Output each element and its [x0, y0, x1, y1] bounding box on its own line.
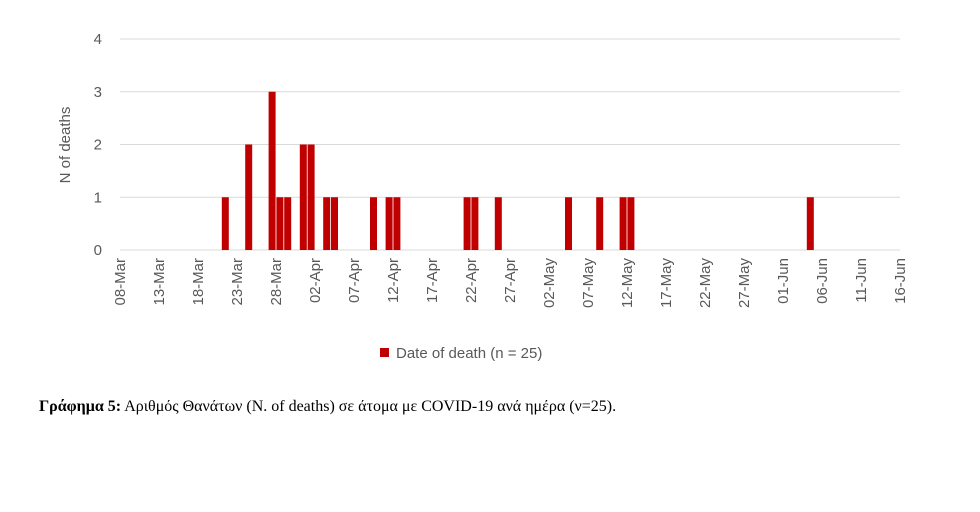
- x-tick-label: 27-May: [736, 258, 753, 309]
- legend-label: Date of death (n = 25): [396, 345, 542, 362]
- bar: [323, 197, 331, 250]
- x-tick-label: 22-Apr: [463, 258, 480, 303]
- bar: [619, 197, 627, 250]
- x-tick-label: 28-Mar: [268, 258, 285, 306]
- x-tick-label: 01-Jun: [775, 258, 792, 304]
- bar: [806, 197, 814, 250]
- bar: [385, 197, 393, 250]
- x-tick-label: 06-Jun: [814, 258, 831, 304]
- x-tick-label: 13-Mar: [151, 258, 168, 306]
- figure-caption: Γράφημα 5: Αριθμός Θανάτων (N. of deaths…: [39, 398, 616, 416]
- y-axis-label: N of deaths: [57, 107, 74, 184]
- x-axis-ticks: 08-Mar 13-Mar 18-Mar 23-Mar 28-Mar 02-Apr 07-A…: [112, 258, 909, 309]
- gridlines: [120, 38, 900, 251]
- bar-chart: 0 1 2 3 4 N of deaths 08-Mar 13-Mar 18-Mar 23-M…: [57, 31, 909, 362]
- x-tick-label: 02-Apr: [307, 258, 324, 303]
- x-tick-label: 22-May: [697, 258, 714, 309]
- x-tick-label: 11-Jun: [853, 258, 870, 303]
- y-tick-label: 4: [94, 31, 102, 48]
- bar: [471, 197, 479, 250]
- x-tick-label: 27-Apr: [502, 258, 519, 303]
- y-tick-label: 1: [94, 189, 102, 206]
- caption-text: Αριθμός Θανάτων (N. of deaths) σε άτομα …: [121, 398, 617, 415]
- x-tick-label: 07-Apr: [346, 258, 363, 303]
- bar: [331, 197, 338, 250]
- bar: [494, 197, 502, 250]
- x-tick-label: 08-Mar: [112, 258, 129, 306]
- x-tick-label: 17-Apr: [424, 258, 441, 303]
- x-tick-label: 12-May: [619, 258, 636, 309]
- bar: [627, 197, 635, 250]
- bar: [565, 197, 572, 250]
- y-tick-label: 3: [94, 84, 102, 101]
- x-tick-label: 07-May: [580, 258, 597, 309]
- x-tick-label: 12-Apr: [385, 258, 402, 303]
- y-tick-label: 2: [94, 137, 102, 154]
- x-tick-label: 18-Mar: [190, 258, 207, 306]
- bar: [596, 197, 604, 250]
- bar: [307, 144, 315, 250]
- bar: [221, 197, 229, 250]
- legend: Date of death (n = 25): [380, 345, 542, 362]
- bars: [221, 91, 814, 250]
- bar: [268, 91, 276, 250]
- x-tick-label: 17-May: [658, 258, 675, 309]
- legend-swatch: [380, 348, 389, 357]
- x-tick-label: 16-Jun: [892, 258, 909, 304]
- bar: [463, 197, 471, 250]
- bar: [276, 197, 284, 250]
- y-axis-ticks: 0 1 2 3 4: [94, 31, 102, 259]
- bar: [370, 197, 377, 250]
- x-tick-label: 23-Mar: [229, 258, 246, 306]
- bar: [299, 144, 307, 250]
- bar: [393, 197, 401, 250]
- caption-label: Γράφημα 5:: [39, 398, 122, 415]
- bar: [245, 144, 253, 250]
- y-tick-label: 0: [94, 242, 102, 259]
- x-tick-label: 02-May: [541, 258, 558, 309]
- bar: [284, 197, 292, 250]
